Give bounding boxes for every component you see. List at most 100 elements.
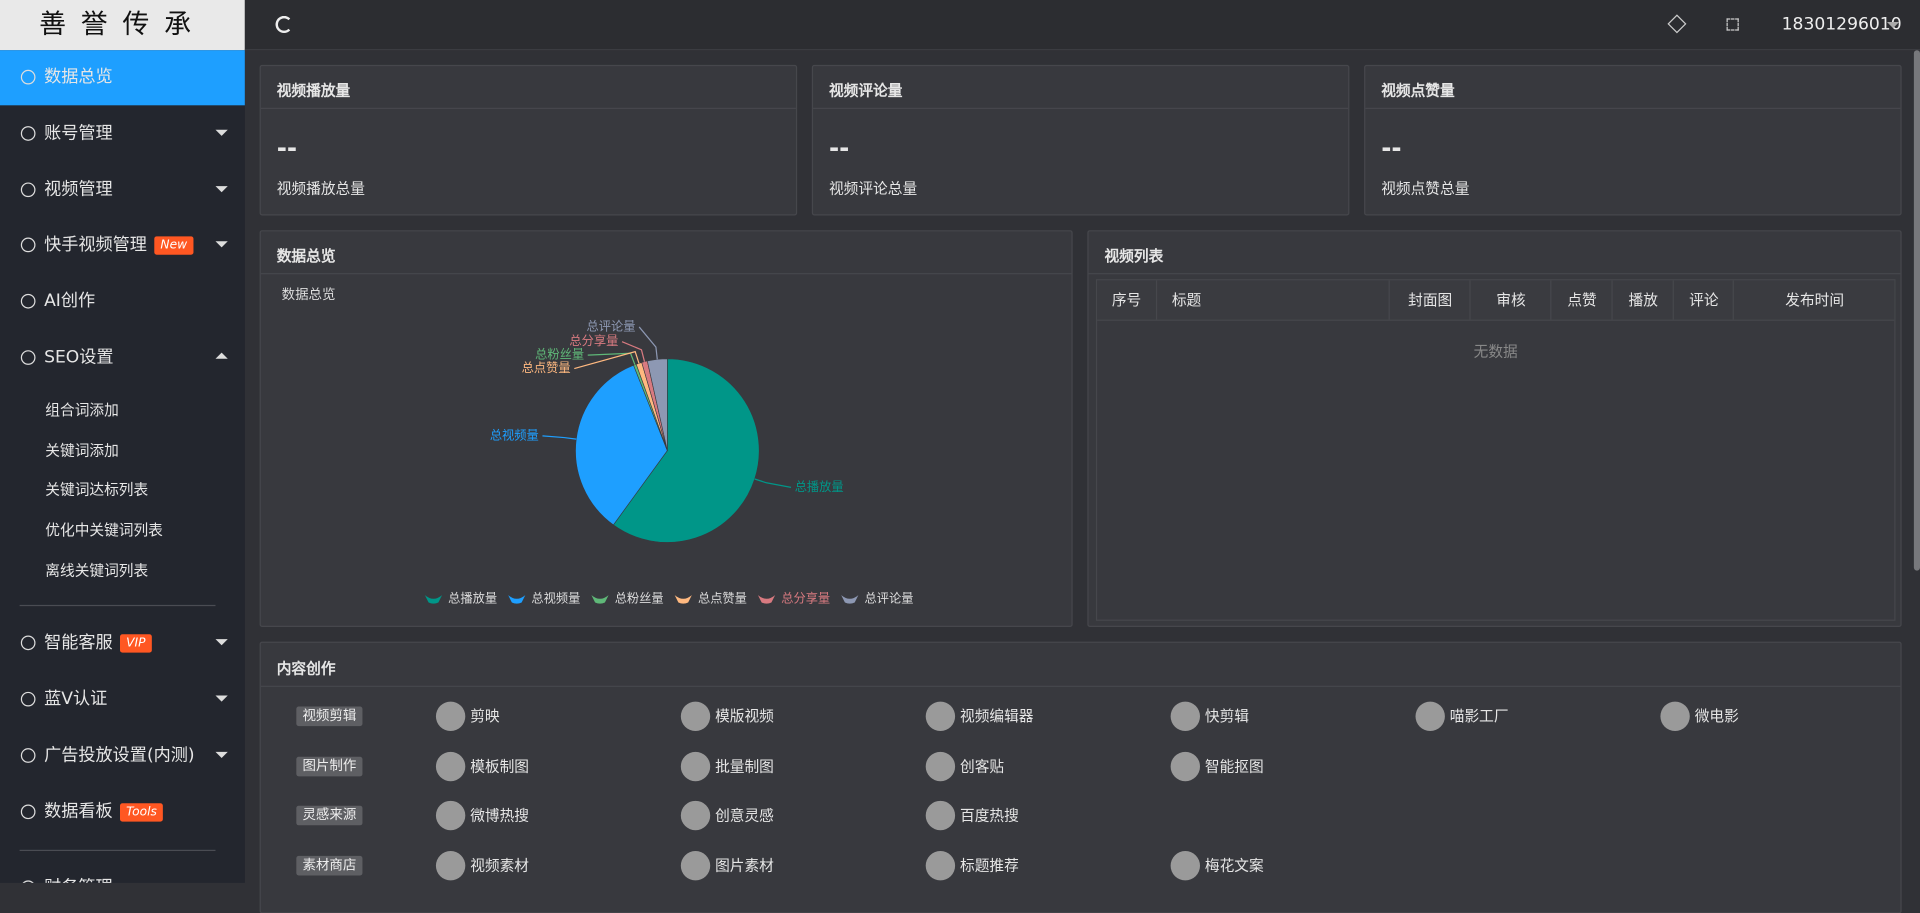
slice-label: 总播放量: [795, 479, 844, 494]
caret: [215, 241, 228, 248]
menu-item[interactable]: 财务管理: [0, 877, 245, 883]
pie-slice: [575, 364, 668, 526]
slice-label: 总评论量: [587, 319, 636, 333]
empty-text: 无数据: [1473, 342, 1518, 361]
user-caret: [1886, 22, 1900, 29]
menu-label: 账号管理: [44, 122, 113, 144]
list-panel: 视频列表 无数据 序号 标题 封面图 审核 点赞 播放 评论 发布时间: [1087, 230, 1902, 627]
legend-icon: [841, 595, 859, 604]
legend-label: 总播放量: [448, 590, 497, 605]
menu-icon: [20, 182, 36, 198]
menu-item[interactable]: 智能客服 VIP: [0, 632, 245, 654]
refresh-icon[interactable]: [275, 15, 293, 34]
menu-text: 离线关键词列表: [45, 562, 149, 580]
menu-icon: [20, 880, 36, 883]
app-name: 视频素材: [470, 857, 529, 875]
menu-label: 财务管理: [44, 877, 113, 883]
app-link[interactable]: 创客贴: [925, 751, 1004, 781]
menu-label: 数据看板 Tools: [44, 801, 163, 823]
column-header: 播放: [1611, 280, 1673, 320]
app-icon: [1415, 701, 1445, 732]
menu-label: 智能客服 VIP: [44, 632, 152, 654]
app-name: 梅花文案: [1204, 857, 1264, 875]
caret: [215, 352, 228, 359]
submenu-item[interactable]: 离线关键词列表: [0, 560, 245, 582]
app-link[interactable]: 智能抠图: [1170, 751, 1264, 781]
app-link[interactable]: 图片素材: [680, 851, 774, 881]
app-link[interactable]: 标题推荐: [925, 851, 1019, 881]
user[interactable]: 18301296010: [1781, 14, 1902, 35]
app-name: 图片素材: [715, 857, 774, 875]
app-name: 智能抠图: [1204, 757, 1264, 775]
menu-text: 优化中关键词列表: [45, 521, 163, 539]
panel-title: 数据总览: [276, 247, 336, 265]
app-icon: [1170, 851, 1201, 881]
menu-item[interactable]: 快手视频管理 New: [0, 234, 245, 256]
menu-text: 数据总览: [44, 67, 113, 87]
stat-card: 视频点赞量 -- 视频点赞总量: [1364, 64, 1902, 216]
column-header: 评论: [1672, 280, 1734, 320]
menu-item[interactable]: 账号管理: [0, 122, 245, 144]
category-tag: 图片制作: [296, 756, 363, 776]
menu-item[interactable]: 视频管理: [0, 179, 245, 201]
menu-text: SEO设置: [44, 347, 114, 368]
column-header: 点赞: [1550, 280, 1612, 320]
menu-item[interactable]: 广告投放设置(内测): [0, 744, 245, 766]
menu-label: 组合词添加: [45, 399, 118, 421]
menu-icon: [20, 748, 36, 763]
app-icon: [435, 801, 466, 831]
table: 无数据 序号 标题 封面图 审核 点赞 播放 评论 发布时间: [1095, 279, 1896, 621]
column-header: 标题: [1155, 280, 1389, 320]
card-title: 视频播放量: [276, 82, 351, 100]
app-link[interactable]: 微博热搜: [435, 801, 529, 831]
app-link[interactable]: 创意灵感: [680, 801, 774, 831]
table-header: [1097, 280, 1895, 321]
legend-icon: [757, 595, 776, 604]
submenu-item[interactable]: 关键词添加: [0, 440, 245, 462]
menu-item[interactable]: 数据总览: [0, 66, 245, 88]
app-link[interactable]: 视频素材: [435, 851, 529, 881]
app-link[interactable]: 视频编辑器: [925, 701, 1033, 732]
app-icon: [925, 851, 956, 881]
menu-item[interactable]: 数据看板 Tools: [0, 801, 245, 823]
menu-item[interactable]: AI创作: [0, 290, 245, 312]
app-link[interactable]: 模板制图: [435, 751, 529, 781]
badge: New: [154, 235, 194, 255]
content-panel: 内容创作 视频剪辑 剪映 模版视频 视频编辑器 快剪辑 喵影工厂 微电影 图片制作 模板制图 批量…: [259, 641, 1902, 913]
app-link[interactable]: 批量制图: [680, 751, 774, 781]
app-link[interactable]: 梅花文案: [1170, 851, 1264, 881]
tag-icon[interactable]: [1667, 14, 1687, 34]
submenu-item[interactable]: 组合词添加: [0, 399, 245, 421]
app-link[interactable]: 喵影工厂: [1415, 701, 1509, 732]
app-link[interactable]: 微电影: [1660, 701, 1739, 732]
divider: [260, 685, 1901, 687]
menu-item[interactable]: SEO设置: [0, 347, 245, 369]
menu-active: [0, 50, 245, 106]
menu-label: SEO设置: [44, 347, 114, 369]
menu-label: 关键词添加: [45, 440, 118, 462]
submenu-item[interactable]: 关键词达标列表: [0, 479, 245, 501]
app-icon: [1660, 701, 1690, 732]
caret: [215, 751, 228, 758]
badge: Tools: [120, 802, 163, 822]
divider: [1088, 273, 1901, 275]
legend-label: 总视频量: [531, 590, 580, 605]
app-link[interactable]: 剪映: [435, 701, 500, 732]
submenu-item[interactable]: 优化中关键词列表: [0, 519, 245, 541]
app-icon: [680, 851, 711, 881]
leader-line: [542, 435, 577, 440]
app-link[interactable]: 百度热搜: [925, 801, 1019, 831]
slice-label: 总视频量: [490, 427, 539, 442]
app-link[interactable]: 快剪辑: [1170, 701, 1249, 732]
panel-title: 视频列表: [1104, 247, 1164, 265]
panel-title: 内容创作: [276, 660, 336, 678]
menu-item[interactable]: 蓝V认证: [0, 688, 245, 710]
app-name: 批量制图: [715, 757, 774, 775]
fullscreen-icon[interactable]: [1726, 18, 1739, 31]
card-note: 视频评论总量: [828, 180, 918, 198]
app-link[interactable]: 模版视频: [680, 701, 774, 732]
menu-text: 智能客服: [44, 633, 113, 653]
legend-label: 总分享量: [781, 590, 830, 605]
